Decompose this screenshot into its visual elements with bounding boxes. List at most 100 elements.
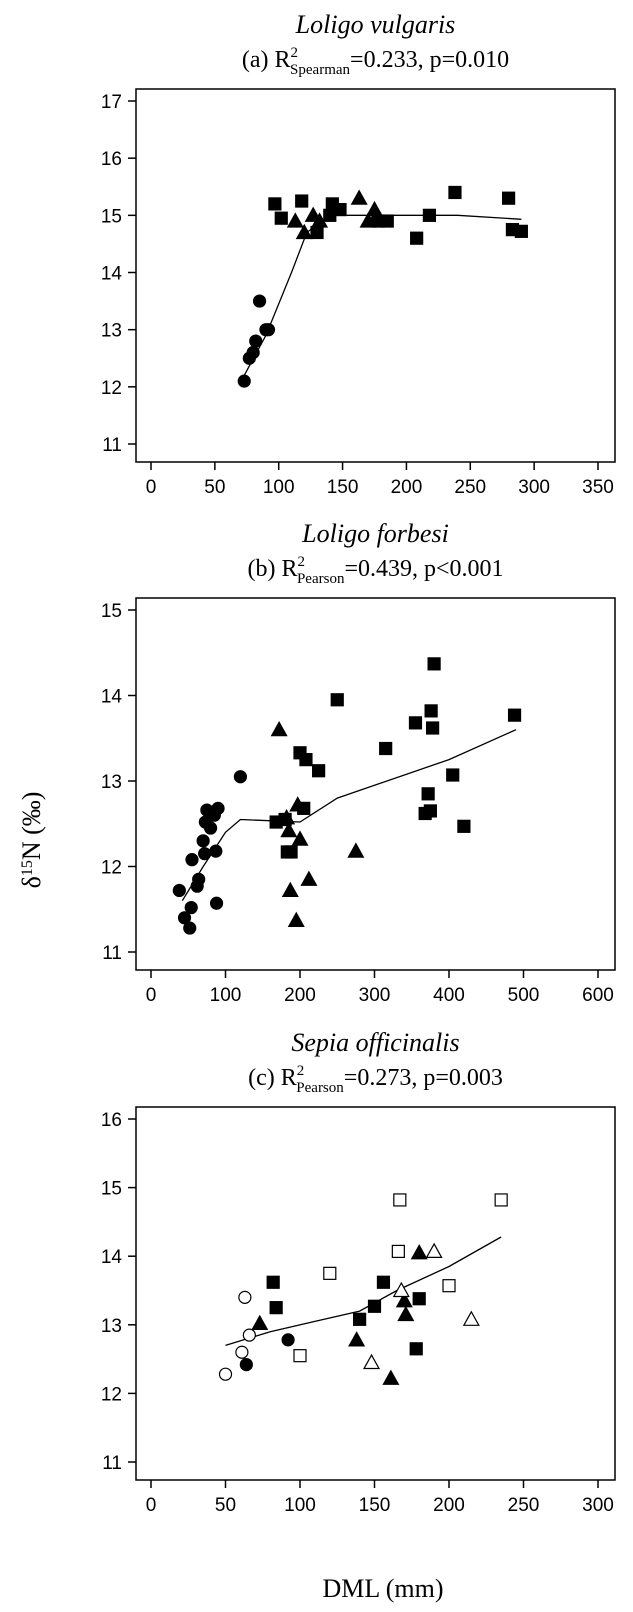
data-point-circle (252, 294, 267, 308)
data-point-square (274, 211, 288, 225)
data-point-circle (242, 1328, 256, 1342)
chart-subtitle: (c) R2 Pearson=0.273, p=0.003 (248, 1063, 503, 1096)
x-tick-label: 250 (454, 477, 486, 498)
x-tick-label: 500 (508, 985, 540, 1006)
data-point-circle (177, 911, 192, 925)
x-tick-label: 350 (582, 477, 614, 498)
y-tick-label: 11 (102, 943, 122, 964)
data-point-square (410, 231, 424, 245)
data-point-circle (233, 770, 247, 784)
x-tick-label: 100 (210, 985, 242, 1006)
data-point-triangle (382, 1369, 400, 1385)
data-point-square (427, 657, 441, 671)
plot-frame (135, 597, 616, 971)
data-point-triangle (410, 1244, 428, 1260)
y-tick-label: 15 (101, 601, 122, 622)
data-point-square (426, 721, 440, 735)
data-point-triangle (395, 1292, 413, 1308)
chart-panel-1: Loligo vulgaris (a) R2 Spearman=0.233, p=0… (101, 10, 616, 498)
data-point-square (391, 1244, 405, 1258)
data-point-square (330, 693, 344, 707)
x-tick-label: 300 (359, 985, 391, 1006)
data-point-square (514, 224, 528, 238)
data-point-square (367, 1299, 382, 1313)
chart-panel-3: Sepia officinalis (c) R2 Pearson=0.273, p=… (101, 1028, 616, 1516)
chart-title: Loligo vulgaris (295, 10, 456, 39)
y-tick-label: 12 (101, 378, 122, 399)
x-tick-label: 100 (263, 477, 295, 498)
data-point-triangle (347, 842, 365, 858)
data-point-circle (249, 334, 263, 348)
data-point-triangle (397, 1305, 415, 1322)
data-point-triangle (425, 1242, 443, 1258)
data-point-triangle (462, 1310, 480, 1326)
data-point-triangle (363, 1353, 381, 1370)
data-point-triangle (287, 911, 305, 927)
x-tick-label: 0 (146, 477, 157, 498)
data-point-square (299, 753, 313, 767)
x-tick-label: 400 (433, 985, 465, 1006)
fit-line (181, 729, 517, 902)
chart-title: Loligo forbesi (301, 519, 449, 548)
x-tick-label: 300 (518, 477, 550, 498)
x-tick-label: 200 (391, 477, 423, 498)
fit-line (243, 214, 522, 376)
data-point-triangle (300, 870, 318, 886)
data-point-circle (183, 921, 197, 935)
chart-title: Sepia officinalis (291, 1028, 459, 1057)
y-tick-label: 11 (102, 435, 122, 456)
x-tick-label: 300 (582, 1495, 614, 1516)
data-point-square (442, 1279, 456, 1293)
data-point-square (448, 185, 462, 200)
plot-frame (135, 88, 616, 463)
data-point-circle (204, 821, 218, 835)
y-tick-label: 12 (101, 858, 122, 879)
data-point-circle (238, 1290, 252, 1304)
plot-frame (135, 1106, 616, 1481)
data-point-square (494, 1193, 508, 1207)
data-point-triangle (251, 1314, 269, 1331)
data-point-square (333, 203, 347, 217)
y-tick-label: 13 (101, 772, 122, 793)
data-point-triangle (350, 189, 368, 205)
chart-panel-2: Loligo forbesi (b) R2 Pearson=0.439, p<0.0… (101, 519, 616, 1006)
data-point-square (269, 1301, 283, 1315)
data-point-triangle (291, 830, 309, 846)
data-point-circle (218, 1367, 233, 1381)
data-point-circle (239, 1357, 253, 1372)
x-tick-label: 150 (327, 477, 359, 498)
y-tick-label: 11 (102, 1453, 122, 1474)
data-point-circle (261, 323, 276, 337)
x-axis-label: DML (mm) (322, 1574, 443, 1603)
data-point-square (423, 804, 437, 818)
data-point-square (424, 704, 438, 718)
x-tick-label: 200 (284, 985, 316, 1006)
y-tick-label: 15 (101, 206, 122, 227)
x-tick-label: 0 (146, 985, 157, 1006)
data-point-circle (192, 872, 206, 886)
data-point-circle (209, 896, 224, 910)
x-tick-label: 50 (215, 1495, 236, 1516)
y-tick-label: 12 (101, 1384, 122, 1405)
data-point-square (312, 764, 326, 778)
data-point-triangle (295, 223, 313, 240)
y-tick-label: 13 (101, 1316, 122, 1337)
data-point-square (507, 708, 522, 722)
data-point-square (380, 214, 394, 228)
chart-subtitle: (a) R2 Spearman=0.233, p=0.010 (242, 45, 509, 78)
x-tick-label: 50 (204, 477, 225, 498)
x-tick-label: 0 (146, 1495, 157, 1516)
data-point-square (376, 1275, 391, 1289)
y-tick-label: 14 (101, 1247, 123, 1268)
data-point-circle (198, 847, 212, 861)
data-point-square (412, 1292, 426, 1306)
data-point-square (457, 819, 471, 833)
data-point-circle (172, 883, 186, 898)
y-axis-label: δ15N (‰) (17, 792, 46, 889)
y-tick-label: 17 (101, 92, 122, 113)
data-point-square (268, 197, 282, 211)
y-tick-label: 13 (101, 321, 122, 342)
data-point-square (422, 208, 437, 222)
chart-subtitle: (b) R2 Pearson=0.439, p<0.001 (247, 554, 503, 587)
x-tick-label: 150 (359, 1495, 391, 1516)
